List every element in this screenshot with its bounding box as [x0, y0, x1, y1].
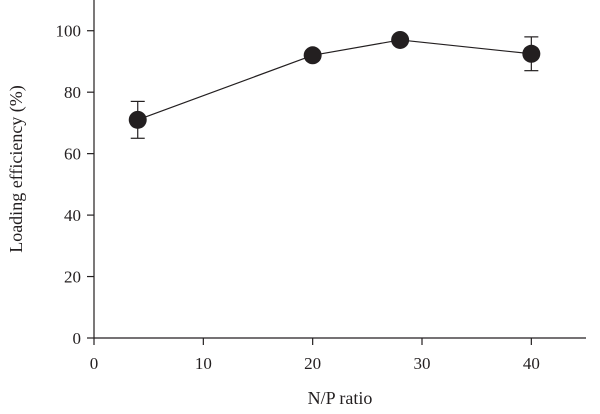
x-tick-label: 0 [90, 354, 99, 373]
data-point [391, 30, 410, 49]
y-axis-ticks: 0 20 40 60 80 100 [56, 22, 94, 348]
x-tick-label: 30 [414, 354, 431, 373]
x-axis-ticks: 0 10 20 30 40 [90, 338, 540, 373]
x-axis-label: N/P ratio [308, 388, 373, 408]
y-tick-label: 80 [64, 83, 81, 102]
axes [93, 0, 586, 339]
data-point [303, 46, 322, 65]
plot-area [128, 30, 541, 139]
y-tick-label: 20 [64, 268, 81, 287]
data-point [128, 110, 147, 129]
y-tick-label: 60 [64, 145, 81, 164]
y-tick-label: 40 [64, 206, 81, 225]
y-tick-label: 0 [73, 329, 82, 348]
y-tick-label: 100 [56, 22, 82, 41]
x-tick-label: 10 [195, 354, 212, 373]
data-point [522, 44, 541, 63]
x-tick-label: 20 [304, 354, 321, 373]
x-tick-label: 40 [523, 354, 540, 373]
data-series-line [137, 39, 532, 121]
y-axis-label: Loading efficiency (%) [6, 85, 27, 253]
